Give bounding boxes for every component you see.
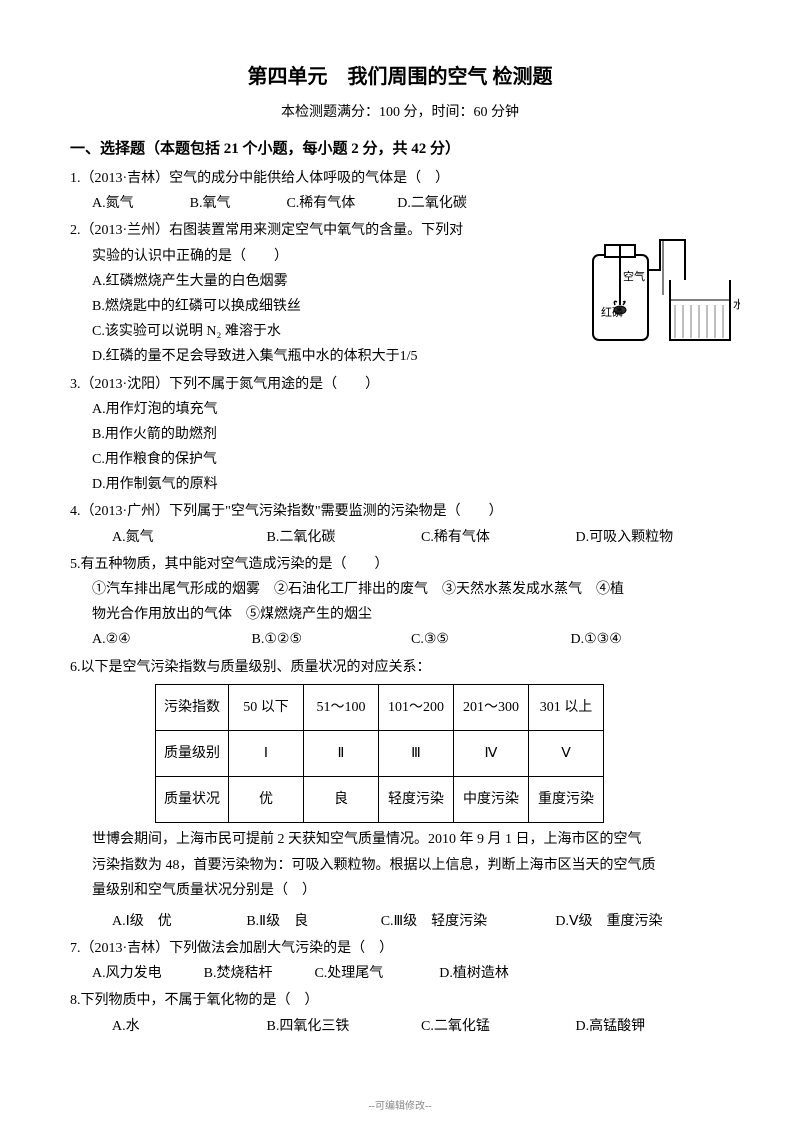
cell: 301 以上 (529, 684, 604, 730)
q7-options: A.风力发电 B.焚烧秸杆 C.处理尾气 D.植树造林 (70, 961, 730, 986)
cell: 质量级别 (156, 730, 229, 776)
q5-options: A.②④ B.①②⑤ C.③⑤ D.①③④ (70, 627, 730, 652)
q5-d: D.①③④ (571, 627, 731, 652)
cell: Ⅴ (529, 730, 604, 776)
q6-after1: 世博会期间，上海市民可提前 2 天获知空气质量情况。2010 年 9 月 1 日… (70, 827, 730, 852)
air-label: 空气 (623, 269, 645, 283)
q3-c: C.用作粮食的保护气 (70, 447, 730, 472)
question-1: 1.（2013·吉林）空气的成分中能供给人体呼吸的气体是（ ） A.氮气 B.氧… (70, 166, 730, 216)
q5-a: A.②④ (92, 627, 252, 652)
cell: Ⅱ (304, 730, 379, 776)
q4-d: D.可吸入颗粒物 (576, 525, 731, 550)
cell: 良 (304, 777, 379, 823)
q5-line2: 物光合作用放出的气体 ⑤煤燃烧产生的烟尘 (70, 602, 730, 627)
question-7: 7.（2013·吉林）下列做法会加剧大气污染的是（ ） A.风力发电 B.焚烧秸… (70, 936, 730, 986)
water-label: 水 (733, 298, 740, 311)
question-3: 3.（2013·沈阳）下列不属于氮气用途的是（ ） A.用作灯泡的填充气 B.用… (70, 372, 730, 498)
phosphorus-label: 红磷 (601, 306, 623, 319)
q6-c: C.Ⅲ级 轻度污染 (381, 909, 556, 934)
q4-c: C.稀有气体 (421, 525, 576, 550)
page-footer: --可编辑修改-- (0, 1097, 800, 1112)
pollution-index-table: 污染指数 50 以下 51～100 101～200 201～300 301 以上… (155, 684, 604, 824)
cell: 51～100 (304, 684, 379, 730)
q4-b: B.二氧化碳 (267, 525, 422, 550)
q3-d: D.用作制氨气的原料 (70, 472, 730, 497)
page-subtitle: 本检测题满分：100 分，时间：60 分钟 (70, 101, 730, 121)
q1-options: A.氮气 B.氧气 C.稀有气体 D.二氧化碳 (70, 191, 730, 216)
q8-text: 8.下列物质中，不属于氧化物的是（ ） (70, 988, 730, 1013)
table-row: 质量级别 Ⅰ Ⅱ Ⅲ Ⅳ Ⅴ (156, 730, 604, 776)
question-4: 4.（2013·广州）下列属于"空气污染指数"需要监测的污染物是（ ） A.氮气… (70, 499, 730, 549)
apparatus-diagram: 空气 红磷 水 (585, 230, 740, 355)
question-6: 6.以下是空气污染指数与质量级别、质量状况的对应关系： 污染指数 50 以下 5… (70, 655, 730, 935)
q8-b: B.四氧化三铁 (267, 1014, 422, 1039)
q6-options: A.Ⅰ级 优 B.Ⅱ级 良 C.Ⅲ级 轻度污染 D.Ⅴ级 重度污染 (70, 909, 730, 934)
table-row: 污染指数 50 以下 51～100 101～200 201～300 301 以上 (156, 684, 604, 730)
q6-b: B.Ⅱ级 良 (246, 909, 380, 934)
q8-d: D.高锰酸钾 (576, 1014, 731, 1039)
question-5: 5.有五种物质，其中能对空气造成污染的是（ ） ①汽车排出尾气形成的烟雾 ②石油… (70, 552, 730, 653)
q3-a: A.用作灯泡的填充气 (70, 397, 730, 422)
cell: 优 (229, 777, 304, 823)
q3-text: 3.（2013·沈阳）下列不属于氮气用途的是（ ） (70, 372, 730, 397)
cell: 101～200 (379, 684, 454, 730)
q6-text: 6.以下是空气污染指数与质量级别、质量状况的对应关系： (70, 655, 730, 680)
q8-options: A.水 B.四氧化三铁 C.二氧化锰 D.高锰酸钾 (70, 1014, 730, 1039)
q6-d: D.Ⅴ级 重度污染 (555, 909, 730, 934)
cell: 中度污染 (454, 777, 529, 823)
q8-a: A.水 (112, 1014, 267, 1039)
q8-c: C.二氧化锰 (421, 1014, 576, 1039)
q6-after2: 污染指数为 48，首要污染物为：可吸入颗粒物。根据以上信息，判断上海市区当天的空… (70, 853, 730, 878)
q7-text: 7.（2013·吉林）下列做法会加剧大气污染的是（ ） (70, 936, 730, 961)
table-row: 质量状况 优 良 轻度污染 中度污染 重度污染 (156, 777, 604, 823)
q3-b: B.用作火箭的助燃剂 (70, 422, 730, 447)
q5-text: 5.有五种物质，其中能对空气造成污染的是（ ） (70, 552, 730, 577)
cell: 201～300 (454, 684, 529, 730)
cell: 污染指数 (156, 684, 229, 730)
cell: Ⅳ (454, 730, 529, 776)
q6-a: A.Ⅰ级 优 (112, 909, 246, 934)
cell: 50 以下 (229, 684, 304, 730)
q5-line1: ①汽车排出尾气形成的烟雾 ②石油化工厂排出的废气 ③天然水蒸发成水蒸气 ④植 (70, 577, 730, 602)
q5-b: B.①②⑤ (252, 627, 412, 652)
q1-text: 1.（2013·吉林）空气的成分中能供给人体呼吸的气体是（ ） (70, 166, 730, 191)
section-1-header: 一、选择题（本题包括 21 个小题，每小题 2 分，共 42 分） (70, 137, 730, 158)
cell: Ⅰ (229, 730, 304, 776)
q4-options: A.氮气 B.二氧化碳 C.稀有气体 D.可吸入颗粒物 (70, 525, 730, 550)
q4-text: 4.（2013·广州）下列属于"空气污染指数"需要监测的污染物是（ ） (70, 499, 730, 524)
cell: Ⅲ (379, 730, 454, 776)
page-title: 第四单元 我们周围的空气 检测题 (70, 60, 730, 89)
cell: 质量状况 (156, 777, 229, 823)
cell: 轻度污染 (379, 777, 454, 823)
q6-after3: 量级别和空气质量状况分别是（ ） (70, 878, 730, 903)
question-8: 8.下列物质中，不属于氧化物的是（ ） A.水 B.四氧化三铁 C.二氧化锰 D… (70, 988, 730, 1038)
q5-c: C.③⑤ (411, 627, 571, 652)
q4-a: A.氮气 (112, 525, 267, 550)
cell: 重度污染 (529, 777, 604, 823)
